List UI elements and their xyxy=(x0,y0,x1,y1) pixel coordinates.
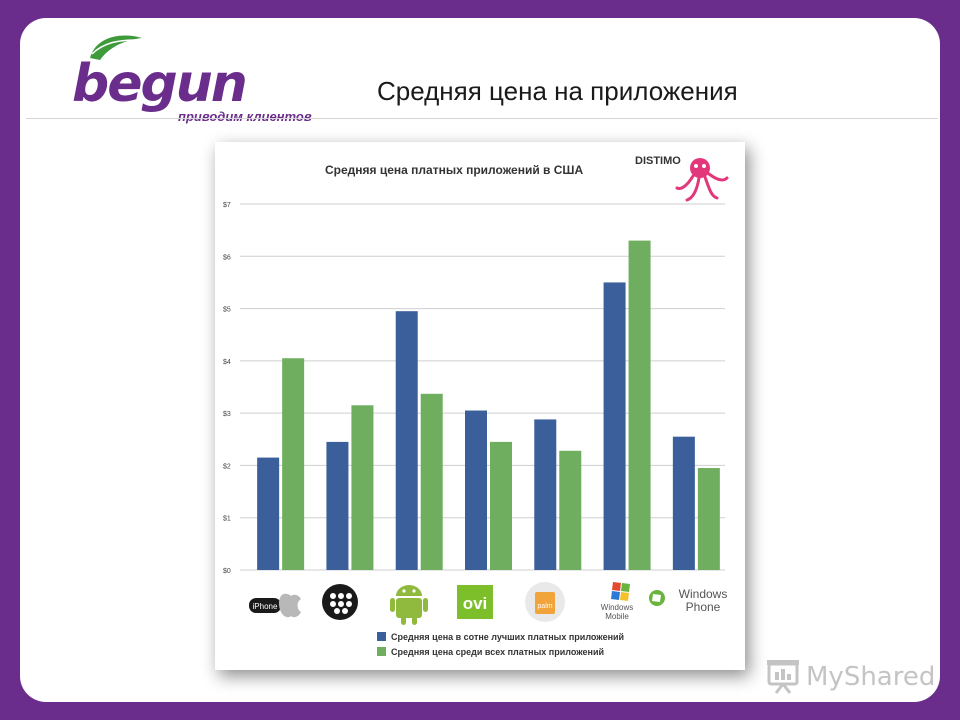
bar-all-android xyxy=(420,393,443,570)
bar-all-iphone xyxy=(282,358,305,570)
legend: Средняя цена в сотне лучших платных прил… xyxy=(377,632,624,657)
bar-top100-blackberry xyxy=(326,441,349,570)
bar-chart: Средняя цена платных приложений в США DI… xyxy=(223,155,729,657)
title-divider xyxy=(26,118,938,119)
windows-phone-logo: Windows Phone xyxy=(649,587,727,614)
y-tick-label: $6 xyxy=(223,254,231,261)
y-tick-label: $1 xyxy=(223,516,231,523)
bar-all-palm xyxy=(559,450,582,570)
ovi-label: ovi xyxy=(463,594,488,613)
bar-all-ovi xyxy=(490,441,512,570)
bar-all-windows-mobile xyxy=(628,240,651,570)
distimo-brand: DISTIMO xyxy=(635,155,729,202)
apple-icon xyxy=(279,593,301,618)
palm-logo: palm xyxy=(525,582,565,622)
logo-word: begun xyxy=(72,54,248,114)
y-tick-label: $5 xyxy=(223,307,231,314)
windows-phone-label: Windows Phone xyxy=(679,587,728,614)
legend-label-all: Средняя цена среди всех платных приложен… xyxy=(391,647,604,657)
begun-logo: begun приводим клиентов xyxy=(72,32,312,132)
bar-top100-ovi xyxy=(465,410,487,570)
chart-card: Средняя цена платных приложений в США DI… xyxy=(215,142,745,670)
slide: begun приводим клиентов Средняя цена на … xyxy=(20,18,940,702)
ovi-logo: ovi xyxy=(457,585,493,619)
bar-top100-palm xyxy=(534,419,557,570)
logo-tagline: приводим клиентов xyxy=(178,109,312,124)
y-tick-label: $7 xyxy=(223,202,231,209)
legend-swatch-all xyxy=(377,647,386,656)
bar-top100-windows-phone xyxy=(672,436,695,570)
bar-top100-iphone xyxy=(257,457,280,570)
y-tick-label: $2 xyxy=(223,463,231,470)
slide-title: Средняя цена на приложения xyxy=(377,76,738,106)
iphone-logo: iPhone xyxy=(249,593,301,618)
y-tick-label: $0 xyxy=(223,568,231,575)
leaf-icon xyxy=(90,35,142,60)
distimo-wordmark: DISTIMO xyxy=(635,155,681,167)
blackberry-icon xyxy=(322,584,358,620)
android-icon xyxy=(390,585,428,625)
platform-icons: iPhone xyxy=(249,582,727,625)
windows-flag-icon xyxy=(611,582,630,601)
legend-label-top100: Средняя цена в сотне лучших платных прил… xyxy=(391,632,624,642)
y-tick-label: $3 xyxy=(223,411,231,418)
watermark-text: MyShared xyxy=(806,662,936,692)
windows-mobile-logo: Windows Mobile xyxy=(601,582,633,621)
legend-swatch-top100 xyxy=(377,632,386,641)
bar-top100-android xyxy=(395,311,418,570)
bar-all-blackberry xyxy=(351,405,374,570)
palm-label: palm xyxy=(537,603,552,610)
chart-title: Средняя цена платных приложений в США xyxy=(325,163,583,177)
presentation-icon xyxy=(767,660,799,694)
bar-all-windows-phone xyxy=(697,468,720,570)
octopus-icon xyxy=(675,158,729,202)
bar-top100-windows-mobile xyxy=(603,282,626,570)
windows-mobile-label: Windows Mobile xyxy=(601,603,633,621)
iphone-label: iPhone xyxy=(253,602,278,611)
y-tick-label: $4 xyxy=(223,359,231,366)
